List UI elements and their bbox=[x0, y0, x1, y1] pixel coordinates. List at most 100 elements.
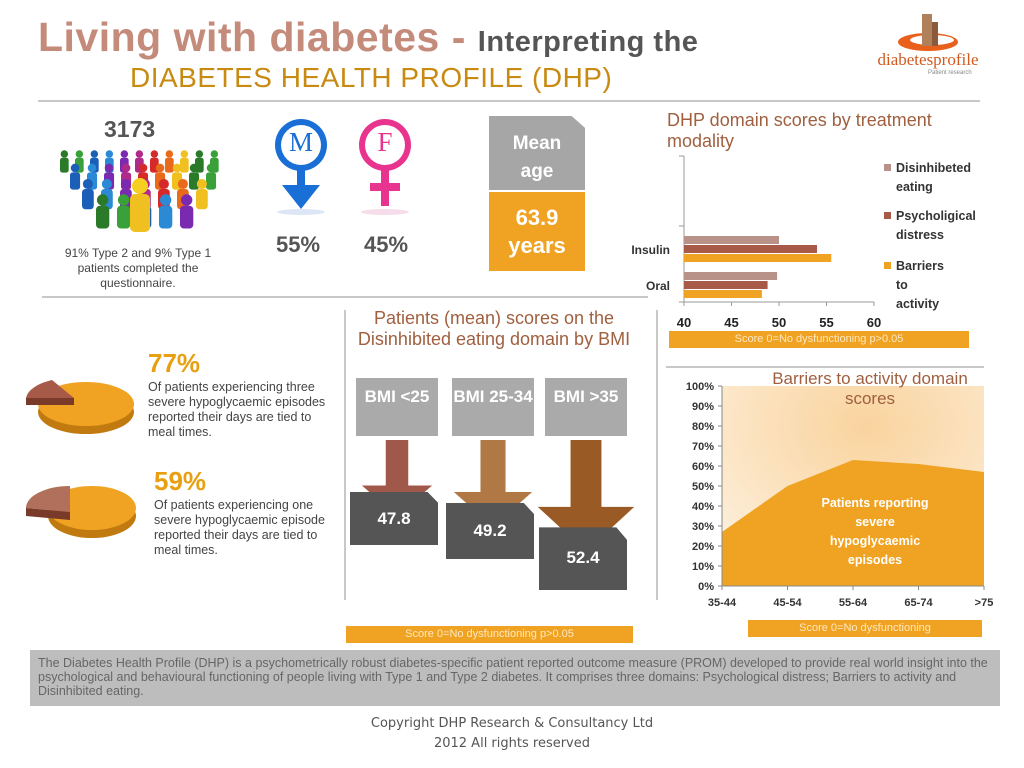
person-figure-body bbox=[130, 194, 150, 232]
bmi-category-label: BMI <25 bbox=[356, 378, 438, 436]
treatment-chart-bar bbox=[684, 254, 832, 262]
person-figure-head bbox=[138, 163, 148, 173]
person-figure-head bbox=[177, 178, 188, 190]
person-figure-head bbox=[196, 178, 207, 190]
treatment-chart-legend-label: Barriers to activity bbox=[896, 259, 944, 311]
person-figure-head bbox=[159, 194, 172, 206]
treatment-chart-x-tick-label: 50 bbox=[772, 315, 786, 330]
person-figure-body bbox=[189, 172, 200, 190]
barriers-chart-annotation: Patients reporting severe hypoglycaemic … bbox=[821, 496, 929, 567]
treatment-chart-bar bbox=[684, 290, 762, 298]
treatment-chart-legend-label: Disinhibeted eating bbox=[896, 161, 971, 194]
treatment-chart-x-tick-label: 60 bbox=[867, 315, 881, 330]
male-symbol-icon bbox=[275, 119, 327, 215]
stat2-percentage: 59% bbox=[154, 466, 207, 496]
person-figure-head bbox=[206, 163, 216, 173]
person-figure-body bbox=[96, 205, 110, 229]
bmi-chart-title: Patients (mean) scores on the Disinhibit… bbox=[357, 308, 631, 349]
bmi-value: 47.8 bbox=[350, 491, 438, 546]
person-figure-body bbox=[159, 205, 173, 229]
person-figure-body bbox=[196, 189, 208, 210]
person-figure-body bbox=[165, 157, 174, 173]
patients-count: 3173 bbox=[104, 116, 156, 142]
person-figure-head bbox=[96, 194, 109, 206]
bmi-arrow-shape bbox=[537, 440, 635, 552]
area-chart-y-tick-label: 100% bbox=[686, 381, 714, 393]
male-symbol-letter: M bbox=[288, 127, 313, 157]
female-symbol-icon bbox=[359, 119, 411, 215]
person-figure-head bbox=[135, 150, 144, 158]
logo-name: diabetesprofile bbox=[877, 50, 979, 69]
bmi-value: 52.4 bbox=[539, 527, 627, 591]
female-percentage: 45% bbox=[364, 232, 409, 257]
person-figure-head bbox=[155, 163, 165, 173]
treatment-chart-x-tick-label: 45 bbox=[724, 315, 738, 330]
area-chart-y-tick-label: 10% bbox=[692, 561, 714, 573]
person-figure-head bbox=[189, 163, 199, 173]
person-figure-head bbox=[82, 178, 93, 190]
area-chart-y-tick-label: 60% bbox=[692, 461, 714, 473]
stat1-text: Of patients experiencing three severe hy… bbox=[148, 380, 326, 439]
treatment-chart-legend-label: Psycholigical distress bbox=[896, 209, 976, 242]
person-figure-head bbox=[180, 150, 189, 158]
copyright-line2: 2012 All rights reserved bbox=[433, 736, 591, 751]
bmi-left-divider bbox=[344, 310, 346, 600]
barriers-area-chart: 0% 10% 20% 30% 40% 50% 60% 70% 80% 90% 100% 35-44 45… bbox=[686, 381, 993, 609]
treatment-chart-legend-swatch bbox=[884, 164, 891, 171]
female-symbol-letter: F bbox=[377, 127, 393, 157]
person-figure-body bbox=[180, 157, 189, 173]
dhp-description: The Diabetes Health Profile (DHP) is a p… bbox=[30, 650, 1000, 706]
bmi-right-divider bbox=[656, 310, 658, 600]
person-figure-head bbox=[90, 150, 99, 158]
area-chart-y-tick-label: 50% bbox=[692, 481, 714, 493]
stat2-text: Of patients experiencing one severe hypo… bbox=[154, 498, 325, 557]
mean-age-value: 63.9 years bbox=[489, 192, 585, 271]
area-chart-y-tick-label: 90% bbox=[692, 401, 714, 413]
logo-tagline: Patient research bbox=[928, 70, 972, 76]
bmi-arrow-icon bbox=[537, 440, 635, 552]
treatment-chart-bar bbox=[684, 236, 779, 244]
page-subtitle: DIABETES HEALTH PROFILE (DHP) bbox=[130, 62, 613, 93]
person-figure-head bbox=[210, 150, 219, 158]
person-figure-head bbox=[120, 178, 131, 190]
area-chart-y-tick-label: 80% bbox=[692, 421, 714, 433]
person-figure-body bbox=[180, 205, 194, 229]
area-chart-y-tick-label: 30% bbox=[692, 521, 714, 533]
area-chart-x-tick-label: 55-64 bbox=[839, 597, 868, 609]
person-figure-head bbox=[180, 194, 193, 206]
area-chart-y-tick-label: 0% bbox=[698, 581, 714, 593]
treatment-chart-footnote: Score 0=No dysfunctioning p>0.05 bbox=[669, 331, 969, 348]
bmi-chart-footnote: Score 0=No dysfunctioning p>0.05 bbox=[346, 626, 633, 643]
bmi-category-label: BMI 25-34 bbox=[452, 378, 534, 436]
logo-mark-icon bbox=[898, 14, 958, 51]
person-figure-body bbox=[117, 205, 131, 229]
top-left-divider bbox=[42, 296, 648, 298]
person-figure-head bbox=[104, 163, 114, 173]
barriers-chart-title: Barriers to activity domain scores bbox=[772, 369, 968, 408]
area-chart-x-tick-label: 45-54 bbox=[773, 597, 802, 609]
treatment-chart-bar bbox=[684, 281, 768, 289]
person-figure-head bbox=[132, 178, 148, 194]
page-title: Living with diabetes - Interpreting the bbox=[38, 14, 698, 61]
treatment-chart-title: DHP domain scores by treatment modality bbox=[667, 110, 932, 151]
person-figure-body bbox=[206, 172, 217, 190]
area-chart-x-tick-label: 35-44 bbox=[708, 597, 737, 609]
person-figure-head bbox=[70, 163, 80, 173]
area-chart-area bbox=[722, 460, 984, 586]
right-divider bbox=[666, 366, 984, 368]
treatment-chart-bar bbox=[684, 245, 817, 253]
area-chart-y-tick-label: 70% bbox=[692, 441, 714, 453]
logo: diabetesprofile Patient research bbox=[868, 10, 988, 80]
mean-age-label: Mean age bbox=[489, 116, 585, 190]
person-figure-head bbox=[75, 150, 84, 158]
treatment-chart-bar bbox=[684, 272, 778, 280]
person-figure-body bbox=[70, 172, 81, 190]
title-sub: Interpreting the bbox=[477, 26, 699, 58]
area-chart-x-tick-label: 65-74 bbox=[904, 597, 933, 609]
pie-chart-59-icon bbox=[26, 486, 136, 538]
person-figure-head bbox=[172, 163, 182, 173]
pie-chart-77-icon bbox=[26, 380, 134, 434]
person-figure-head bbox=[195, 150, 204, 158]
person-figure-head bbox=[105, 150, 114, 158]
bmi-category-label: BMI >35 bbox=[545, 378, 627, 436]
